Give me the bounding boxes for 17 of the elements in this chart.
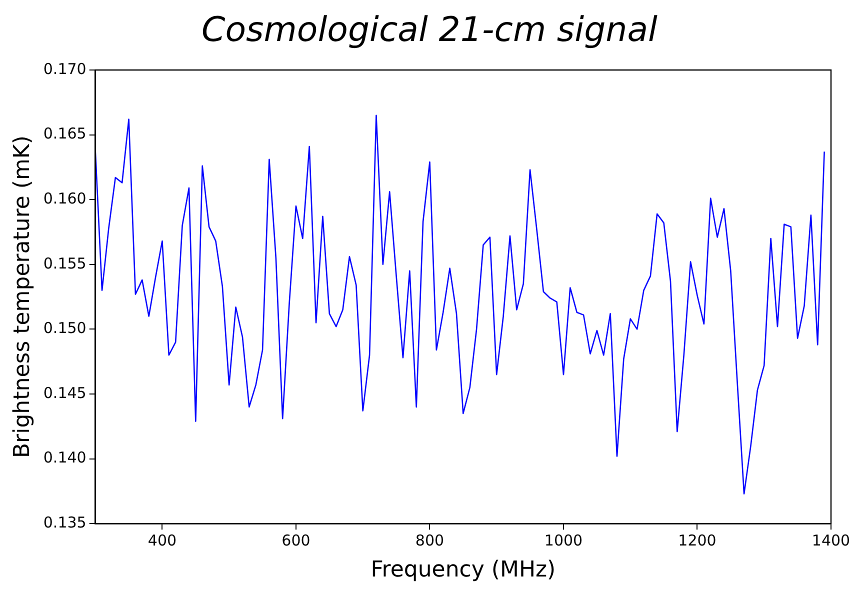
y-tick-label: 0.160 bbox=[43, 189, 86, 208]
x-tick-label: 400 bbox=[148, 531, 177, 550]
chart-title: Cosmological 21-cm signal bbox=[200, 10, 658, 52]
y-tick-label: 0.140 bbox=[43, 448, 86, 467]
x-tick-label: 1200 bbox=[678, 531, 716, 550]
y-axis-title: Brightness temperature (mK) bbox=[10, 136, 35, 458]
y-tick-label: 0.170 bbox=[43, 60, 86, 78]
y-tick-label: 0.165 bbox=[43, 124, 86, 143]
x-tick-label: 600 bbox=[282, 531, 310, 550]
y-tick-label: 0.150 bbox=[43, 319, 86, 338]
x-tick-label: 1400 bbox=[812, 531, 850, 550]
x-tick-label: 800 bbox=[415, 531, 444, 550]
y-tick-label: 0.135 bbox=[43, 513, 86, 532]
x-tick-label: 1000 bbox=[544, 531, 583, 550]
x-axis-title: Frequency (MHz) bbox=[370, 558, 556, 583]
y-tick-label: 0.155 bbox=[43, 254, 86, 272]
y-tick-label: 0.145 bbox=[43, 384, 86, 402]
